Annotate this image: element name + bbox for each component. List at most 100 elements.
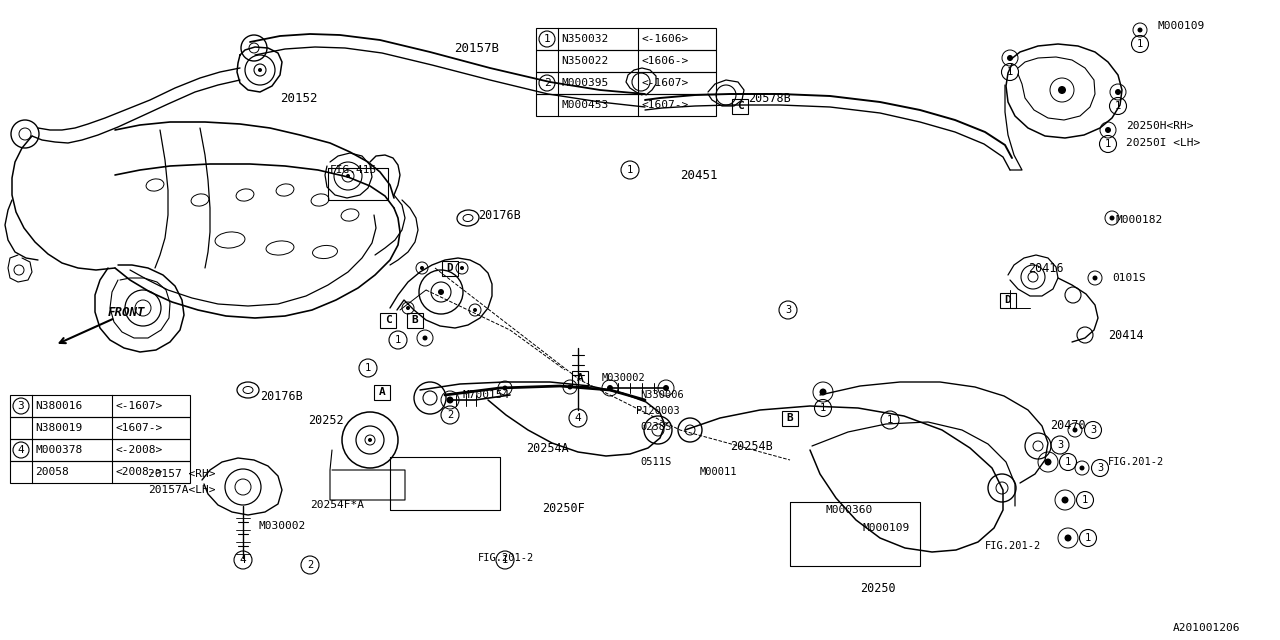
Text: 1: 1 — [820, 403, 826, 413]
Text: N330006: N330006 — [640, 390, 684, 400]
Text: 2: 2 — [544, 78, 550, 88]
Text: M000360: M000360 — [826, 505, 872, 515]
Text: 20176B: 20176B — [260, 390, 303, 403]
Circle shape — [447, 397, 453, 403]
Text: N350022: N350022 — [561, 56, 608, 66]
Text: M000182: M000182 — [1115, 215, 1162, 225]
Text: M000378: M000378 — [35, 445, 82, 455]
Circle shape — [1110, 216, 1115, 221]
Text: 1: 1 — [544, 34, 550, 44]
Text: 20414: 20414 — [1108, 328, 1143, 342]
Text: 20451: 20451 — [680, 168, 718, 182]
Text: M000453: M000453 — [561, 100, 608, 110]
Text: 20578B: 20578B — [748, 92, 791, 104]
Circle shape — [346, 174, 349, 178]
Circle shape — [406, 306, 410, 310]
Text: 20250H<RH>: 20250H<RH> — [1126, 121, 1193, 131]
Text: 3: 3 — [1089, 425, 1096, 435]
Text: 20157B: 20157B — [454, 42, 499, 54]
Circle shape — [369, 438, 372, 442]
Text: 1: 1 — [1082, 495, 1088, 505]
Circle shape — [1061, 497, 1069, 504]
Text: FIG.415: FIG.415 — [330, 165, 378, 175]
Circle shape — [607, 385, 613, 391]
Circle shape — [1105, 127, 1111, 133]
Text: <-1606>: <-1606> — [641, 34, 689, 44]
Text: M000109: M000109 — [1158, 21, 1206, 31]
Text: 20250F: 20250F — [541, 502, 585, 515]
Bar — [572, 371, 588, 385]
Text: 1: 1 — [394, 335, 401, 345]
Text: <1607->: <1607-> — [641, 100, 689, 110]
Text: M700154: M700154 — [462, 390, 509, 400]
Text: 3: 3 — [18, 401, 24, 411]
Text: 4: 4 — [239, 555, 246, 565]
Text: 20470: 20470 — [1050, 419, 1085, 431]
Text: M000395: M000395 — [561, 78, 608, 88]
Text: 1: 1 — [627, 165, 634, 175]
Text: A201001206: A201001206 — [1172, 623, 1240, 633]
Text: M00011: M00011 — [700, 467, 737, 477]
Text: FRONT: FRONT — [108, 305, 146, 319]
Circle shape — [438, 289, 444, 295]
Text: 4: 4 — [575, 413, 581, 423]
Circle shape — [1065, 534, 1071, 541]
Text: 1: 1 — [887, 415, 893, 425]
Circle shape — [1093, 275, 1097, 280]
Bar — [1000, 292, 1016, 307]
Text: 20416: 20416 — [1028, 262, 1064, 275]
Circle shape — [503, 385, 507, 390]
Bar — [782, 410, 797, 426]
Circle shape — [1115, 89, 1121, 95]
Bar — [10, 417, 189, 439]
Text: 3: 3 — [1097, 463, 1103, 473]
Text: C: C — [384, 315, 392, 325]
Bar — [536, 94, 716, 116]
Bar — [442, 260, 458, 275]
Text: M030002: M030002 — [602, 373, 645, 383]
Bar — [10, 395, 189, 417]
Text: 0101S: 0101S — [1112, 273, 1146, 283]
Text: 20254F*A: 20254F*A — [310, 500, 364, 510]
Text: 2: 2 — [447, 410, 453, 420]
Text: 1: 1 — [365, 363, 371, 373]
Text: 20250: 20250 — [860, 582, 896, 595]
Bar — [536, 50, 716, 72]
Text: 20252: 20252 — [308, 413, 343, 426]
Text: 20250I <LH>: 20250I <LH> — [1126, 138, 1201, 148]
Text: 3: 3 — [1057, 440, 1064, 450]
Text: M030002: M030002 — [259, 521, 305, 531]
Text: B: B — [787, 413, 794, 423]
Text: 20058: 20058 — [35, 467, 69, 477]
Text: 4: 4 — [18, 445, 24, 455]
Text: 0511S: 0511S — [640, 457, 671, 467]
Text: FIG.201-2: FIG.201-2 — [1108, 457, 1165, 467]
Text: A: A — [576, 373, 584, 383]
Circle shape — [259, 68, 262, 72]
Text: 1: 1 — [1105, 139, 1111, 149]
Text: <1606->: <1606-> — [641, 56, 689, 66]
Bar — [407, 312, 422, 328]
Text: A: A — [379, 387, 385, 397]
Text: 1: 1 — [1065, 457, 1071, 467]
Text: 20254A: 20254A — [526, 442, 568, 454]
Text: <-2008>: <-2008> — [115, 445, 163, 455]
Text: FIG.201-2: FIG.201-2 — [477, 553, 534, 563]
Text: 1: 1 — [1085, 533, 1091, 543]
Text: M000109: M000109 — [861, 523, 909, 533]
Text: N380019: N380019 — [35, 423, 82, 433]
Text: 0238S: 0238S — [640, 422, 671, 432]
Text: 20176B: 20176B — [477, 209, 521, 221]
Text: D: D — [447, 263, 453, 273]
Bar — [536, 28, 716, 50]
Bar — [374, 385, 390, 399]
Circle shape — [663, 385, 669, 391]
Text: B: B — [412, 315, 419, 325]
Text: C: C — [736, 101, 744, 111]
Circle shape — [819, 388, 827, 396]
Text: <-1607>: <-1607> — [641, 78, 689, 88]
Text: D: D — [1005, 295, 1011, 305]
Circle shape — [1073, 428, 1078, 433]
Text: 20157A<LH>: 20157A<LH> — [148, 485, 215, 495]
Circle shape — [460, 266, 465, 270]
